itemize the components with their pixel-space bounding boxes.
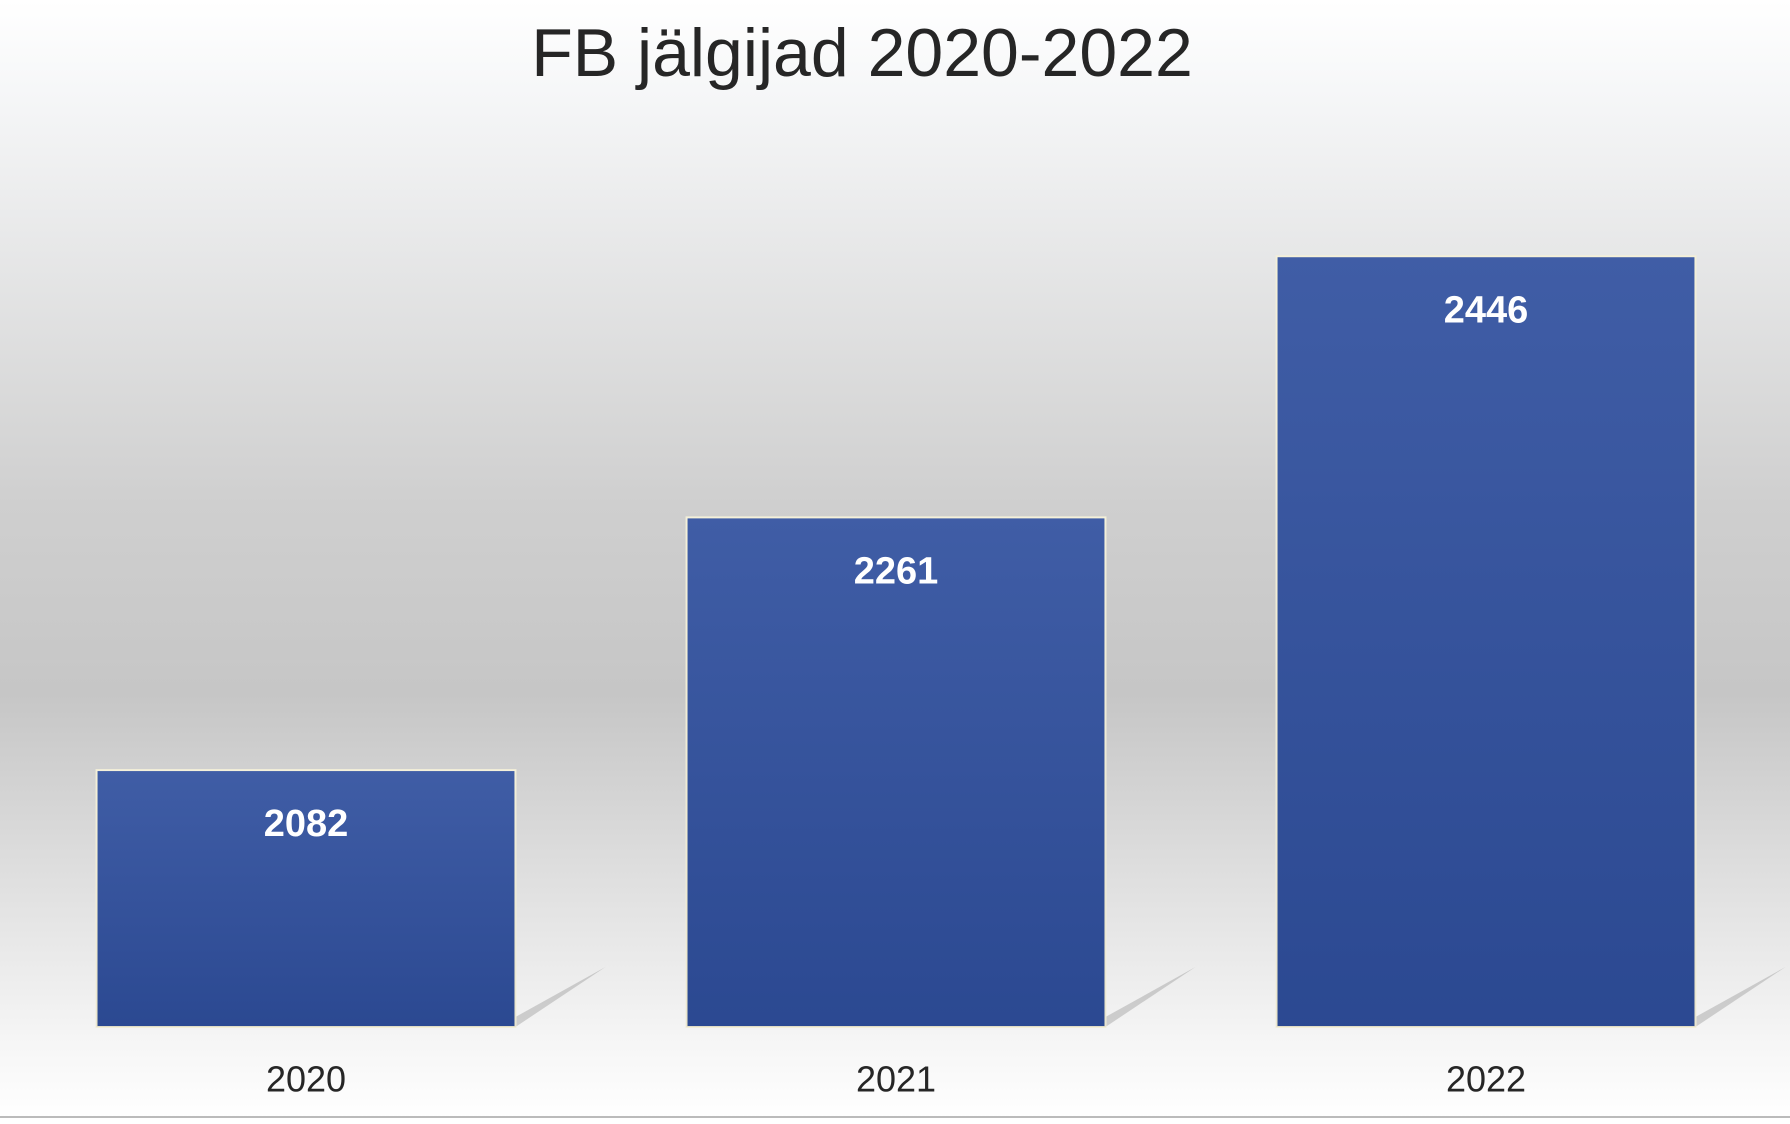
x-tick-label: 2021 <box>856 1059 936 1100</box>
data-label: 2082 <box>264 803 349 845</box>
bar-shadow <box>1695 967 1786 1027</box>
bar-sheen <box>96 770 516 1027</box>
x-tick-label: 2020 <box>266 1059 346 1100</box>
bar-sheen <box>1276 256 1696 1028</box>
data-label: 2261 <box>854 550 939 592</box>
bar-sheen <box>686 517 1106 1027</box>
data-label: 2446 <box>1444 289 1529 331</box>
chart-title: FB jälgijad 2020-2022 <box>531 15 1193 91</box>
bar-shadow <box>515 967 606 1027</box>
bar-shadow <box>1105 967 1196 1027</box>
x-tick-label: 2022 <box>1446 1059 1526 1100</box>
